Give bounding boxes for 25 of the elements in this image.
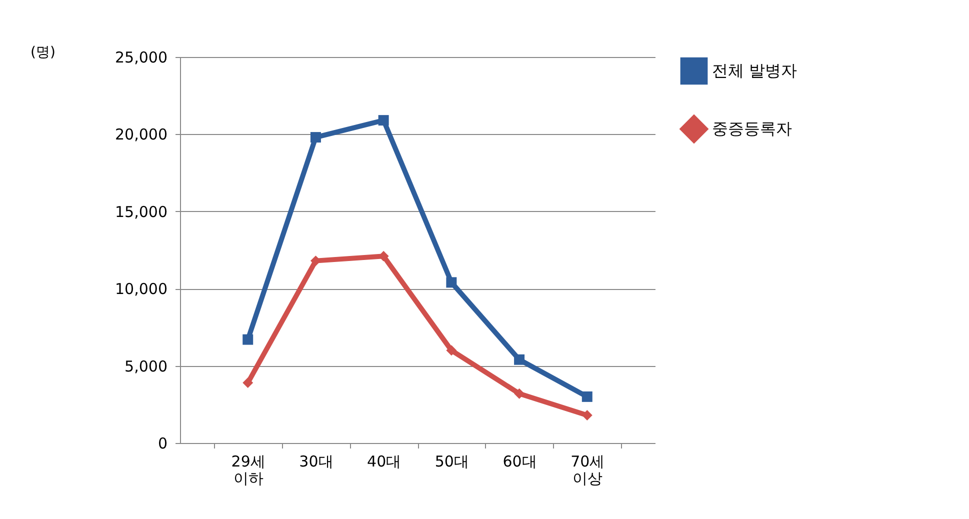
point [446,345,457,356]
point [446,277,457,288]
point [514,388,525,399]
legend-label: 중증등록자 [712,119,792,138]
point [310,132,321,143]
point [582,410,592,420]
y-tick-label: 25,000 [115,48,168,66]
point [242,378,254,388]
x-tick-label: 40대 [367,452,402,470]
y-tick-label: 10,000 [115,280,168,298]
y-tick-label: 15,000 [115,202,168,221]
legend-label: 전체 발병자 [712,61,798,80]
x-tick-label: 30대 [299,452,334,470]
point [378,115,389,126]
point [514,354,525,365]
y-tick-label: 0 [158,434,168,452]
y-tick-label: 20,000 [115,126,168,144]
y-tick-label: 5,000 [124,357,168,376]
x-tick-label: 50대 [434,452,469,470]
x-tick-label: 29세 이하 [231,452,266,488]
x-tick-label: 60대 [502,452,537,470]
x-tick-label: 70세 이상 [570,452,605,488]
y-axis-title: (명) [30,44,56,60]
point [242,334,254,345]
point [582,391,592,402]
